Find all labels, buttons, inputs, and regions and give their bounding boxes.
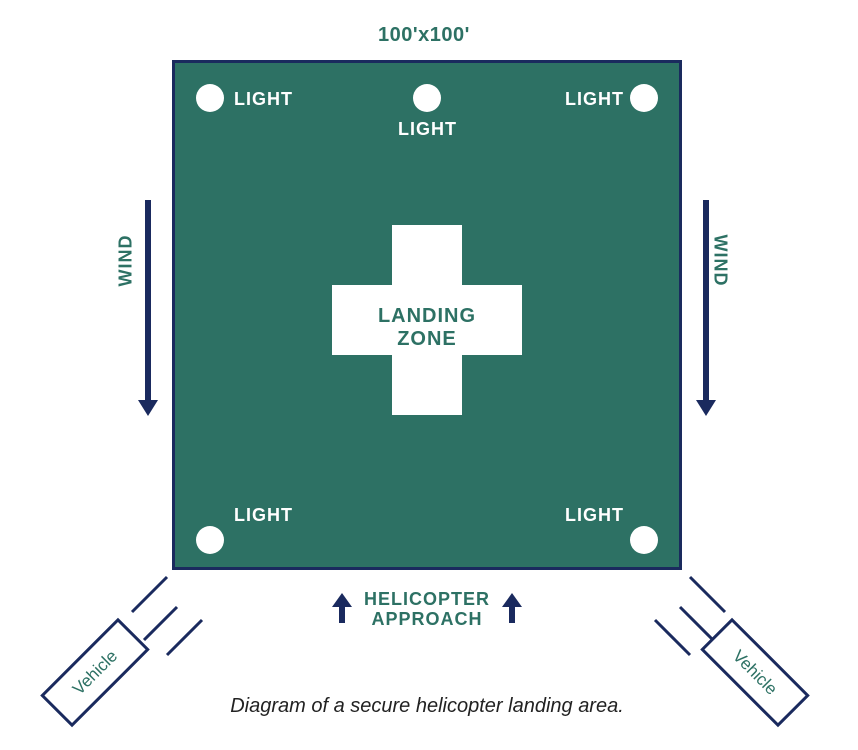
light-circle	[630, 84, 658, 112]
light-label: LIGHT	[234, 505, 293, 526]
light-label: LIGHT	[398, 119, 457, 140]
caption-text: Diagram of a secure helicopter landing a…	[177, 695, 677, 718]
diagram-container: 100'x100' LANDING ZONE LIGHT LIGHT LIGHT LI…	[0, 0, 858, 750]
landing-zone-label: LANDING ZONE	[357, 305, 497, 351]
approach-arrow-icon	[500, 593, 524, 625]
vehicle-box: Vehicle	[40, 618, 150, 728]
approach-arrow-icon	[330, 593, 354, 625]
light-circle	[413, 84, 441, 112]
wind-arrow-icon	[136, 200, 160, 418]
light-label: LIGHT	[565, 505, 624, 526]
light-label: LIGHT	[565, 89, 624, 110]
dimension-label: 100'x100'	[378, 24, 470, 47]
approach-label: HELICOPTER APPROACH	[347, 590, 507, 630]
wind-arrow-icon	[694, 200, 718, 418]
light-circle	[196, 84, 224, 112]
vehicle-light-line-icon	[165, 618, 204, 657]
wind-label: WIND	[116, 235, 137, 287]
light-circle	[630, 526, 658, 554]
vehicle-light-line-icon	[653, 618, 692, 657]
vehicle-box: Vehicle	[700, 618, 810, 728]
light-circle	[196, 526, 224, 554]
light-label: LIGHT	[234, 89, 293, 110]
